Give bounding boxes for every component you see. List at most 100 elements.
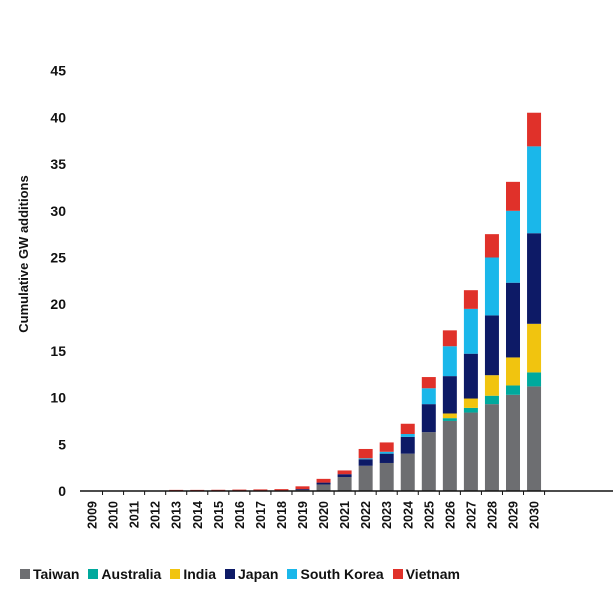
bar-segment-taiwan-2026 [442,420,457,491]
y-tick-label: 30 [50,203,66,219]
bar-segment-india-2026 [442,413,457,419]
y-tick-label: 45 [50,63,66,79]
bar-segment-japan-2024 [400,436,415,454]
chart-legend: Taiwan Australia India Japan South Korea Viet… [20,566,469,582]
bar-segment-australia-2030 [527,372,542,387]
x-tick-label: 2011 [128,501,142,528]
x-tick-label: 2014 [191,501,205,529]
legend-swatch [88,569,99,579]
bar-segment-taiwan-2021 [337,476,352,491]
x-tick-label: 2030 [528,501,542,529]
bar-segment-japan-2023 [379,453,394,463]
x-axis-ticks: 2009 2010 2011 2012 2013 2014 2015 2016 2017 2018… [86,491,546,529]
y-tick-label: 5 [58,436,66,452]
bar-segment-india-2029 [506,357,520,386]
bar-segment-taiwan-2030 [527,386,542,491]
x-tick-label: 2013 [170,501,184,529]
legend-label: South Korea [300,566,384,582]
bar-segment-south-korea-2022 [358,458,373,460]
bar-segment-vietnam-2029 [506,181,520,211]
legend-swatch [287,569,298,579]
x-tick-label: 2012 [149,501,163,529]
bar-segment-india-2028 [484,375,499,396]
bar-segment-japan-2020 [316,482,331,485]
x-tick-label: 2023 [380,501,394,529]
bar-segment-japan-2026 [442,376,457,414]
legend-swatch [20,569,30,579]
bar-segment-japan-2019 [295,489,310,491]
legend-swatch [170,569,181,579]
x-tick-label: 2010 [107,501,121,529]
legend-label: India [183,566,217,582]
legend-label: Vietnam [405,566,460,582]
x-tick-label: 2015 [212,501,226,529]
bar-segment-india-2030 [527,323,542,373]
legend-item-australia: Australia [88,566,161,582]
bar-segment-south-korea-2028 [484,257,499,316]
bar-segment-south-korea-2030 [527,146,542,234]
bar-segment-south-korea-2027 [463,308,478,354]
bar-segment-australia-2026 [442,418,457,421]
bar-segment-south-korea-2029 [506,210,520,283]
x-tick-label: 2024 [401,501,415,529]
bar-segment-taiwan-2023 [379,462,394,491]
bar-segment-japan-2025 [421,404,436,433]
bar-segment-taiwan-2027 [463,412,478,491]
bar-segment-vietnam-2018 [274,489,289,491]
legend-item-india: India [170,566,216,582]
y-tick-label: 10 [50,390,66,406]
x-tick-label: 2017 [254,501,268,529]
legend-swatch [225,569,236,579]
y-tick-label: 25 [50,250,66,266]
bar-segment-vietnam-2017 [253,489,268,491]
bar-segment-vietnam-2025 [421,377,436,389]
bar-segment-taiwan-2024 [400,453,415,491]
bar-segment-japan-2029 [506,282,520,358]
x-tick-label: 2026 [443,501,457,529]
x-tick-label: 2020 [317,501,331,529]
bar-segment-taiwan-2028 [484,404,499,491]
bar-segment-south-korea-2024 [400,434,415,437]
x-tick-label: 2029 [507,501,521,529]
bar-segment-australia-2029 [506,385,520,395]
bar-segment-vietnam-2026 [442,330,457,347]
x-tick-label: 2022 [359,501,373,529]
bar-segment-japan-2030 [527,233,542,324]
bar-segment-taiwan-2020 [316,484,331,491]
bars-layer [169,112,542,491]
bar-segment-vietnam-2015 [211,489,226,491]
y-tick-label: 35 [50,156,66,172]
bar-segment-japan-2021 [337,474,352,477]
bar-segment-vietnam-2023 [379,442,394,452]
bar-segment-vietnam-2019 [295,486,310,490]
x-tick-label: 2018 [275,501,289,529]
legend-item-japan: Japan [225,566,278,582]
bar-segment-vietnam-2016 [232,489,247,491]
legend-label: Australia [101,566,162,582]
legend-item-vietnam: Vietnam [392,566,460,582]
bar-segment-japan-2027 [463,353,478,399]
x-tick-label: 2028 [485,501,499,529]
y-tick-label: 40 [50,109,66,125]
legend-item-south-korea: South Korea [287,566,384,582]
bar-segment-australia-2028 [484,395,499,405]
bar-segment-south-korea-2025 [421,388,436,405]
y-axis-ticks: 0 5 10 15 20 25 30 35 40 45 [50,63,66,499]
bar-segment-vietnam-2022 [358,448,373,459]
bar-segment-taiwan-2025 [421,432,436,491]
bar-segment-taiwan-2029 [506,394,520,491]
x-tick-label: 2009 [86,501,100,529]
legend-swatch [392,569,403,579]
x-tick-label: 2021 [338,501,352,529]
bar-segment-south-korea-2023 [379,451,394,454]
bar-segment-south-korea-2026 [442,346,457,377]
x-tick-label: 2025 [422,501,436,529]
legend-item-taiwan: Taiwan [20,566,79,582]
legend-label: Taiwan [33,566,80,582]
bar-segment-japan-2028 [484,315,499,376]
y-tick-label: 15 [50,343,66,359]
y-tick-label: 20 [50,296,66,312]
x-tick-label: 2027 [464,501,478,529]
bar-segment-vietnam-2030 [527,112,542,147]
